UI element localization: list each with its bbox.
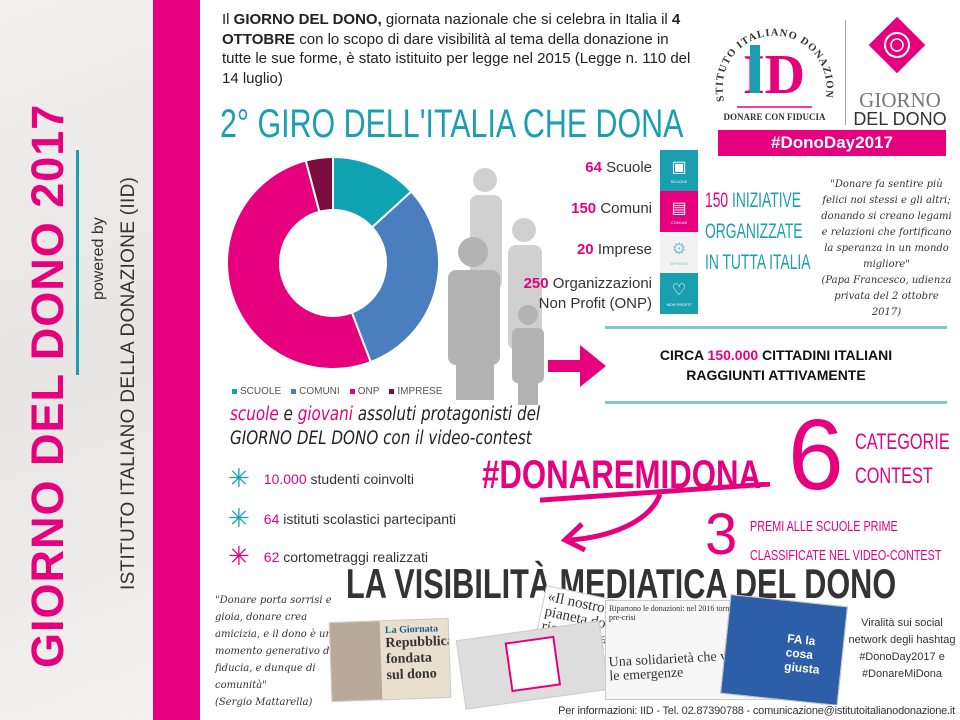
citizens-reached: CIRCA 150.000 CITTADINI ITALIANI RAGGIUNT…	[659, 347, 893, 383]
heart-icon: ♡ NON PROFIT	[660, 273, 698, 314]
building-icon: ▤ COMUNI	[660, 191, 698, 232]
legend-item-onp: ONP	[349, 386, 379, 397]
legend-swatch	[232, 388, 237, 394]
book-icon: ▣ SCUOLE	[660, 150, 698, 191]
legend-swatch	[291, 388, 297, 394]
chart-legend: SCUOLE COMUNI ONP IMPRESE	[232, 386, 442, 397]
contest-heading: scuole e giovani assoluti protagonisti d…	[230, 404, 541, 449]
donut-slice-onp	[226, 159, 372, 370]
iid-tagline: DONARE CON FIDUCIA	[723, 112, 826, 122]
bullet-item: ✳ 10.000 studenti coinvolti	[228, 463, 415, 493]
sidebar-divider	[76, 150, 79, 375]
category-imprese: 20 Imprese	[576, 241, 652, 258]
iniziative-text: 150 INIZIATIVE ORGANIZZATE IN TUTTA ITALIA	[705, 189, 811, 274]
asterisk-icon: ✳	[228, 463, 250, 493]
legend-swatch	[349, 388, 355, 394]
giro-title: 2° GIRO DELL'ITALIA CHE DONA	[220, 102, 684, 146]
categorie-contest: CATEGORIE CONTEST	[855, 429, 950, 488]
gears-icon: ⚙ IMPRESE	[660, 232, 698, 273]
bullet-item: ✳ 62 cortometraggi realizzati	[228, 541, 428, 571]
visibilita-title: LA VISIBILITÀ MEDIATICA DEL DONO	[346, 560, 897, 607]
iid-logo: ISTITUTO ITALIANO DONAZIONE ID	[712, 5, 834, 108]
sidebar-org-name: ISTITUTO ITALIANO DELLA DONAZIONE (IID)	[118, 176, 139, 590]
bullet-item: ✳ 64 istituti scolastici partecipanti	[228, 503, 457, 533]
legend-item-comuni: COMUNI	[291, 386, 340, 397]
asterisk-icon: ✳	[228, 503, 250, 533]
gdd-logo-text-2: DEL DONO	[853, 109, 947, 129]
category-onp: 250 Organizzazioni Non Profit (ONP)	[523, 275, 652, 312]
donut-slice-comuni	[350, 190, 440, 364]
donut-slice-imprese	[304, 155, 334, 213]
three-number: 3	[705, 502, 738, 567]
sidebar-title: GIORNO DEL DONO 2017	[22, 103, 73, 668]
hashtag-banner: #DonoDay2017	[718, 130, 946, 156]
footer-contact: Per informazioni: IID - Tel. 02.87390788…	[558, 705, 955, 717]
arrow-right-icon	[548, 345, 606, 387]
logo-separator	[845, 20, 846, 125]
powered-by-label: powered by	[90, 217, 107, 300]
press-clip-1: La Giornata Repubblica fondata sul dono	[328, 617, 452, 703]
legend-swatch	[389, 388, 395, 394]
logos: ISTITUTO ITALIANO DONAZIONE ID DONARE CO…	[712, 5, 952, 155]
legend-item-imprese: IMPRESE	[389, 386, 442, 397]
people-silhouettes-icon	[448, 168, 544, 405]
category-scuole: 64 Scuole	[585, 159, 652, 176]
six-number: 6	[788, 399, 844, 511]
curved-arrow-icon	[540, 482, 771, 552]
legend-item-scuole: SCUOLE	[232, 386, 281, 397]
pink-divider-bar	[153, 0, 200, 720]
giorno-del-dono-logo-icon	[868, 16, 926, 74]
gdd-logo-text-1: GIORNO	[859, 88, 941, 112]
tv-screenshot	[455, 620, 610, 710]
divider-line	[605, 326, 947, 329]
papa-quote: "Donare fa sentire più felici noi stessi…	[821, 179, 952, 318]
asterisk-icon: ✳	[228, 541, 250, 571]
donut-chart	[226, 155, 440, 370]
intro-paragraph: Il GIORNO DEL DONO, giornata nazionale c…	[222, 11, 691, 87]
mattarella-quote: "Donare porta sorrisi e gioia, donare cr…	[215, 595, 333, 708]
premi-text: PREMI ALLE SCUOLE PRIME CLASSIFICATE NEL …	[750, 518, 942, 564]
tv-screenshot-2: FA la cosa giusta	[720, 594, 848, 706]
divider-line	[605, 401, 947, 404]
category-comuni: 150 Comuni	[571, 200, 652, 217]
viral-text: Viralità sui social network degli hashta…	[848, 617, 956, 680]
